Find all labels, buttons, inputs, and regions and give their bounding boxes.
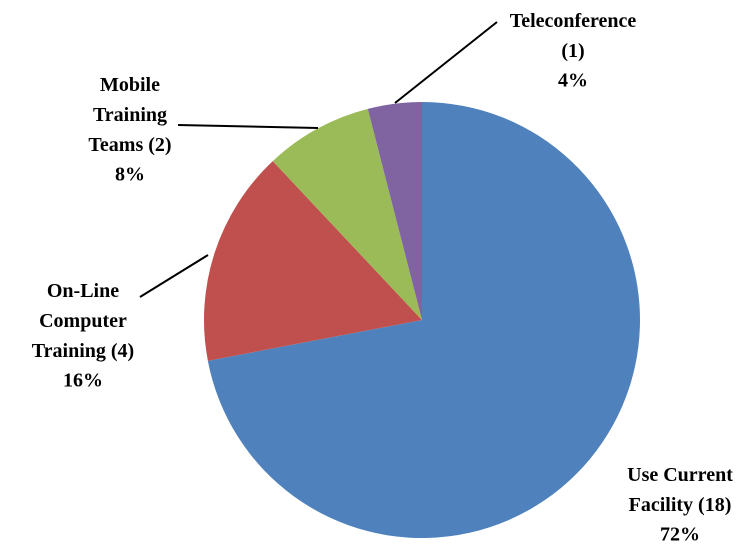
percent-label: 16% — [63, 370, 103, 392]
percent-label: 8% — [115, 164, 145, 186]
slice-label: Use Current Facility (18) — [627, 464, 733, 516]
percent-label: 4% — [558, 70, 588, 92]
pie-slice — [207, 102, 640, 538]
slice-label: Mobile Training Teams (2) — [88, 74, 171, 156]
percent-label: 72% — [660, 524, 700, 546]
pie-slice — [272, 108, 422, 320]
pie-slice — [367, 102, 422, 320]
slice-label: On-Line Computer Training (4) — [32, 280, 134, 362]
pie-slice — [204, 161, 422, 361]
slice-label: Teleconference (1) — [510, 10, 637, 62]
leader-line — [177, 124, 319, 129]
leader-line — [139, 254, 209, 298]
leader-line — [394, 21, 498, 104]
